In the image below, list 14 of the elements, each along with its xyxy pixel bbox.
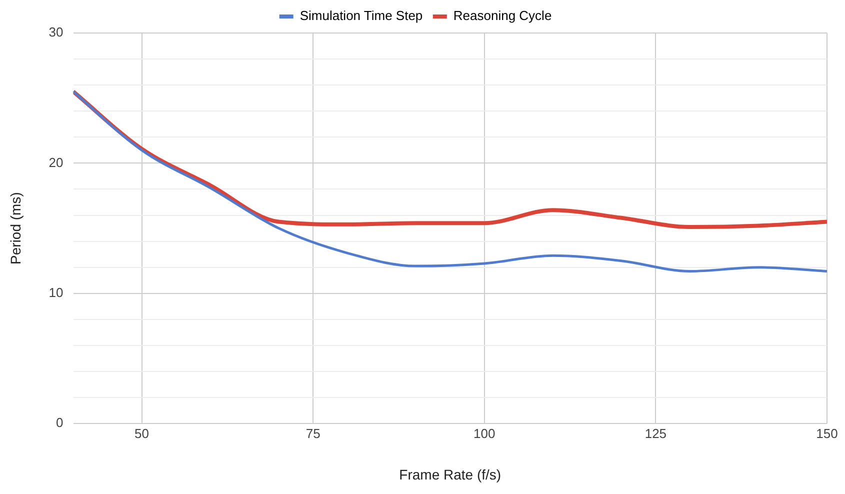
y-tick-label: 0 bbox=[56, 415, 64, 430]
x-tick-label: 125 bbox=[644, 426, 667, 441]
x-tick-label: 75 bbox=[306, 426, 320, 441]
line-series bbox=[73, 90, 827, 273]
x-axis-title: Frame Rate (f/s) bbox=[399, 466, 502, 482]
y-axis-title: Period (ms) bbox=[7, 192, 24, 264]
x-tick-label: 50 bbox=[134, 426, 150, 441]
y-tick-label: 20 bbox=[48, 154, 64, 170]
legend-label: Simulation Time Step bbox=[300, 8, 423, 24]
x-tick-label: 150 bbox=[816, 426, 838, 441]
y-tick-label: 30 bbox=[48, 24, 64, 40]
y-tick-label: 10 bbox=[48, 284, 64, 300]
x-tick-label: 100 bbox=[474, 426, 496, 441]
legend-label: Reasoning Cycle bbox=[453, 8, 552, 24]
